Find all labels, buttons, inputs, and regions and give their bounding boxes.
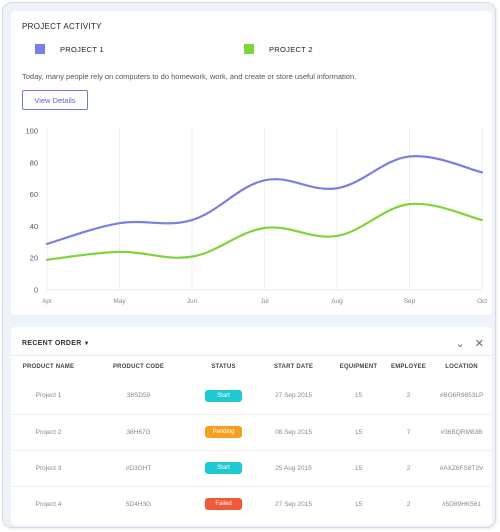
recent-order-card: RECENT ORDER ▼ ⌄ ✕ PRODUCT NAME PRODUCT C… bbox=[11, 327, 492, 525]
recent-order-title: RECENT ORDER bbox=[22, 340, 82, 347]
divider bbox=[11, 355, 492, 356]
location-cell: #5D89HK561 bbox=[441, 500, 482, 508]
project-activity-chart: 0 20 40 60 80 100 Apr May Jun Jul Aug Sep Oct bbox=[25, 127, 487, 306]
equipment-cell: 15 bbox=[354, 428, 363, 436]
employee-cell: 2 bbox=[406, 392, 411, 400]
project-activity-card: PROJECT ACTIVITY PROJECT 1 PROJECT 2 Tod… bbox=[11, 11, 492, 315]
recent-order-dropdown[interactable]: RECENT ORDER ▼ bbox=[22, 340, 90, 347]
status-cell: Start bbox=[191, 450, 256, 486]
status-badge: Start bbox=[205, 462, 242, 474]
table-row[interactable]: Project 4 5D4H3G Failed 27 Sep 2015 15 2… bbox=[11, 486, 492, 522]
employee-cell: 7 bbox=[406, 428, 411, 436]
x-tick-label: Jul bbox=[260, 298, 269, 305]
column-header-equipment: EQUIPMENT bbox=[339, 364, 378, 370]
legend-swatch-project-2 bbox=[244, 44, 254, 54]
status-badge: Failed bbox=[205, 498, 242, 511]
employee-cell: 2 bbox=[406, 464, 411, 472]
y-tick-label: 60 bbox=[30, 190, 38, 199]
x-tick-label: Apr bbox=[42, 298, 53, 305]
employee-cell: 2 bbox=[406, 500, 411, 508]
y-tick-label: 80 bbox=[30, 158, 38, 167]
product-code-cell: 5D4H3G bbox=[125, 500, 152, 508]
equipment-cell: 15 bbox=[354, 464, 363, 472]
card-title: PROJECT ACTIVITY bbox=[22, 22, 102, 31]
caret-down-icon: ▼ bbox=[83, 341, 90, 347]
chevron-down-icon[interactable]: ⌄ bbox=[455, 338, 465, 350]
product-name-cell: Project 4 bbox=[35, 500, 62, 508]
column-header-employee: EMPLOYEE bbox=[391, 364, 426, 370]
product-code-cell: 38H67G bbox=[126, 428, 151, 436]
series-line-project-2 bbox=[45, 202, 484, 261]
status-badge: Pending bbox=[205, 426, 242, 438]
product-name-cell: Project 2 bbox=[35, 428, 62, 436]
product-code-cell: #D3GHT bbox=[125, 464, 152, 472]
start-date-cell: 08 Sep 2015 bbox=[275, 428, 312, 436]
product-code-cell: 38SD59 bbox=[126, 392, 151, 400]
legend-item-project-2: PROJECT 2 bbox=[244, 44, 313, 54]
equipment-cell: 15 bbox=[354, 392, 363, 400]
y-tick-label: 0 bbox=[34, 286, 38, 295]
x-tick-label: Sep bbox=[404, 298, 416, 305]
location-cell: #36BQRM83B bbox=[440, 428, 483, 436]
card-description: Today, many people rely on computers to … bbox=[22, 72, 357, 81]
close-icon[interactable]: ✕ bbox=[474, 338, 484, 350]
table-row[interactable]: Project 1 38SD59 Start 27 Sep 2015 15 2 … bbox=[11, 378, 492, 414]
y-tick-label: 100 bbox=[25, 127, 38, 136]
x-tick-label: Jun bbox=[187, 298, 198, 305]
legend-item-project-1: PROJECT 1 bbox=[35, 44, 104, 54]
legend-label-project-2: PROJECT 2 bbox=[269, 44, 313, 54]
x-tick-label: May bbox=[113, 298, 126, 305]
location-cell: #BG6R9853LP bbox=[439, 392, 484, 400]
status-cell: Pending bbox=[191, 414, 256, 450]
x-tick-label: Oct bbox=[477, 298, 487, 305]
location-cell: #AXZ6FS8T3V bbox=[439, 464, 484, 472]
status-cell: Start bbox=[191, 378, 256, 414]
product-name-cell: Project 1 bbox=[35, 392, 62, 400]
table-header-row: PRODUCT NAME PRODUCT CODE STATUS START D… bbox=[11, 356, 492, 378]
orders-table: PRODUCT NAME PRODUCT CODE STATUS START D… bbox=[11, 356, 492, 522]
status-badge: Start bbox=[205, 389, 242, 402]
y-tick-label: 40 bbox=[30, 222, 38, 231]
start-date-cell: 27 Sep 2015 bbox=[275, 500, 312, 508]
app-frame: PROJECT ACTIVITY PROJECT 1 PROJECT 2 Tod… bbox=[2, 2, 496, 528]
product-name-cell: Project 3 bbox=[35, 464, 62, 472]
start-date-cell: 25 Aug 2015 bbox=[275, 464, 312, 472]
column-header-product-code: PRODUCT CODE bbox=[112, 364, 165, 370]
column-header-status: STATUS bbox=[211, 364, 236, 370]
table-row[interactable]: Project 3 #D3GHT Start 25 Aug 2015 15 2 … bbox=[11, 450, 492, 486]
equipment-cell: 15 bbox=[354, 500, 363, 508]
x-tick-label: Aug bbox=[331, 298, 343, 305]
y-tick-label: 20 bbox=[30, 254, 38, 263]
legend-label-project-1: PROJECT 1 bbox=[60, 44, 104, 54]
column-header-location: LOCATION bbox=[445, 364, 478, 370]
view-details-button[interactable]: View Details bbox=[22, 90, 88, 110]
start-date-cell: 27 Sep 2015 bbox=[275, 392, 312, 400]
status-cell: Failed bbox=[191, 486, 256, 522]
legend-swatch-project-1 bbox=[35, 44, 45, 54]
series-line-project-1 bbox=[45, 155, 484, 245]
table-row[interactable]: Project 2 38H67G Pending 08 Sep 2015 15 … bbox=[11, 414, 492, 450]
column-header-start-date: START DATE bbox=[273, 364, 314, 370]
column-header-product-name: PRODUCT NAME bbox=[22, 364, 75, 370]
